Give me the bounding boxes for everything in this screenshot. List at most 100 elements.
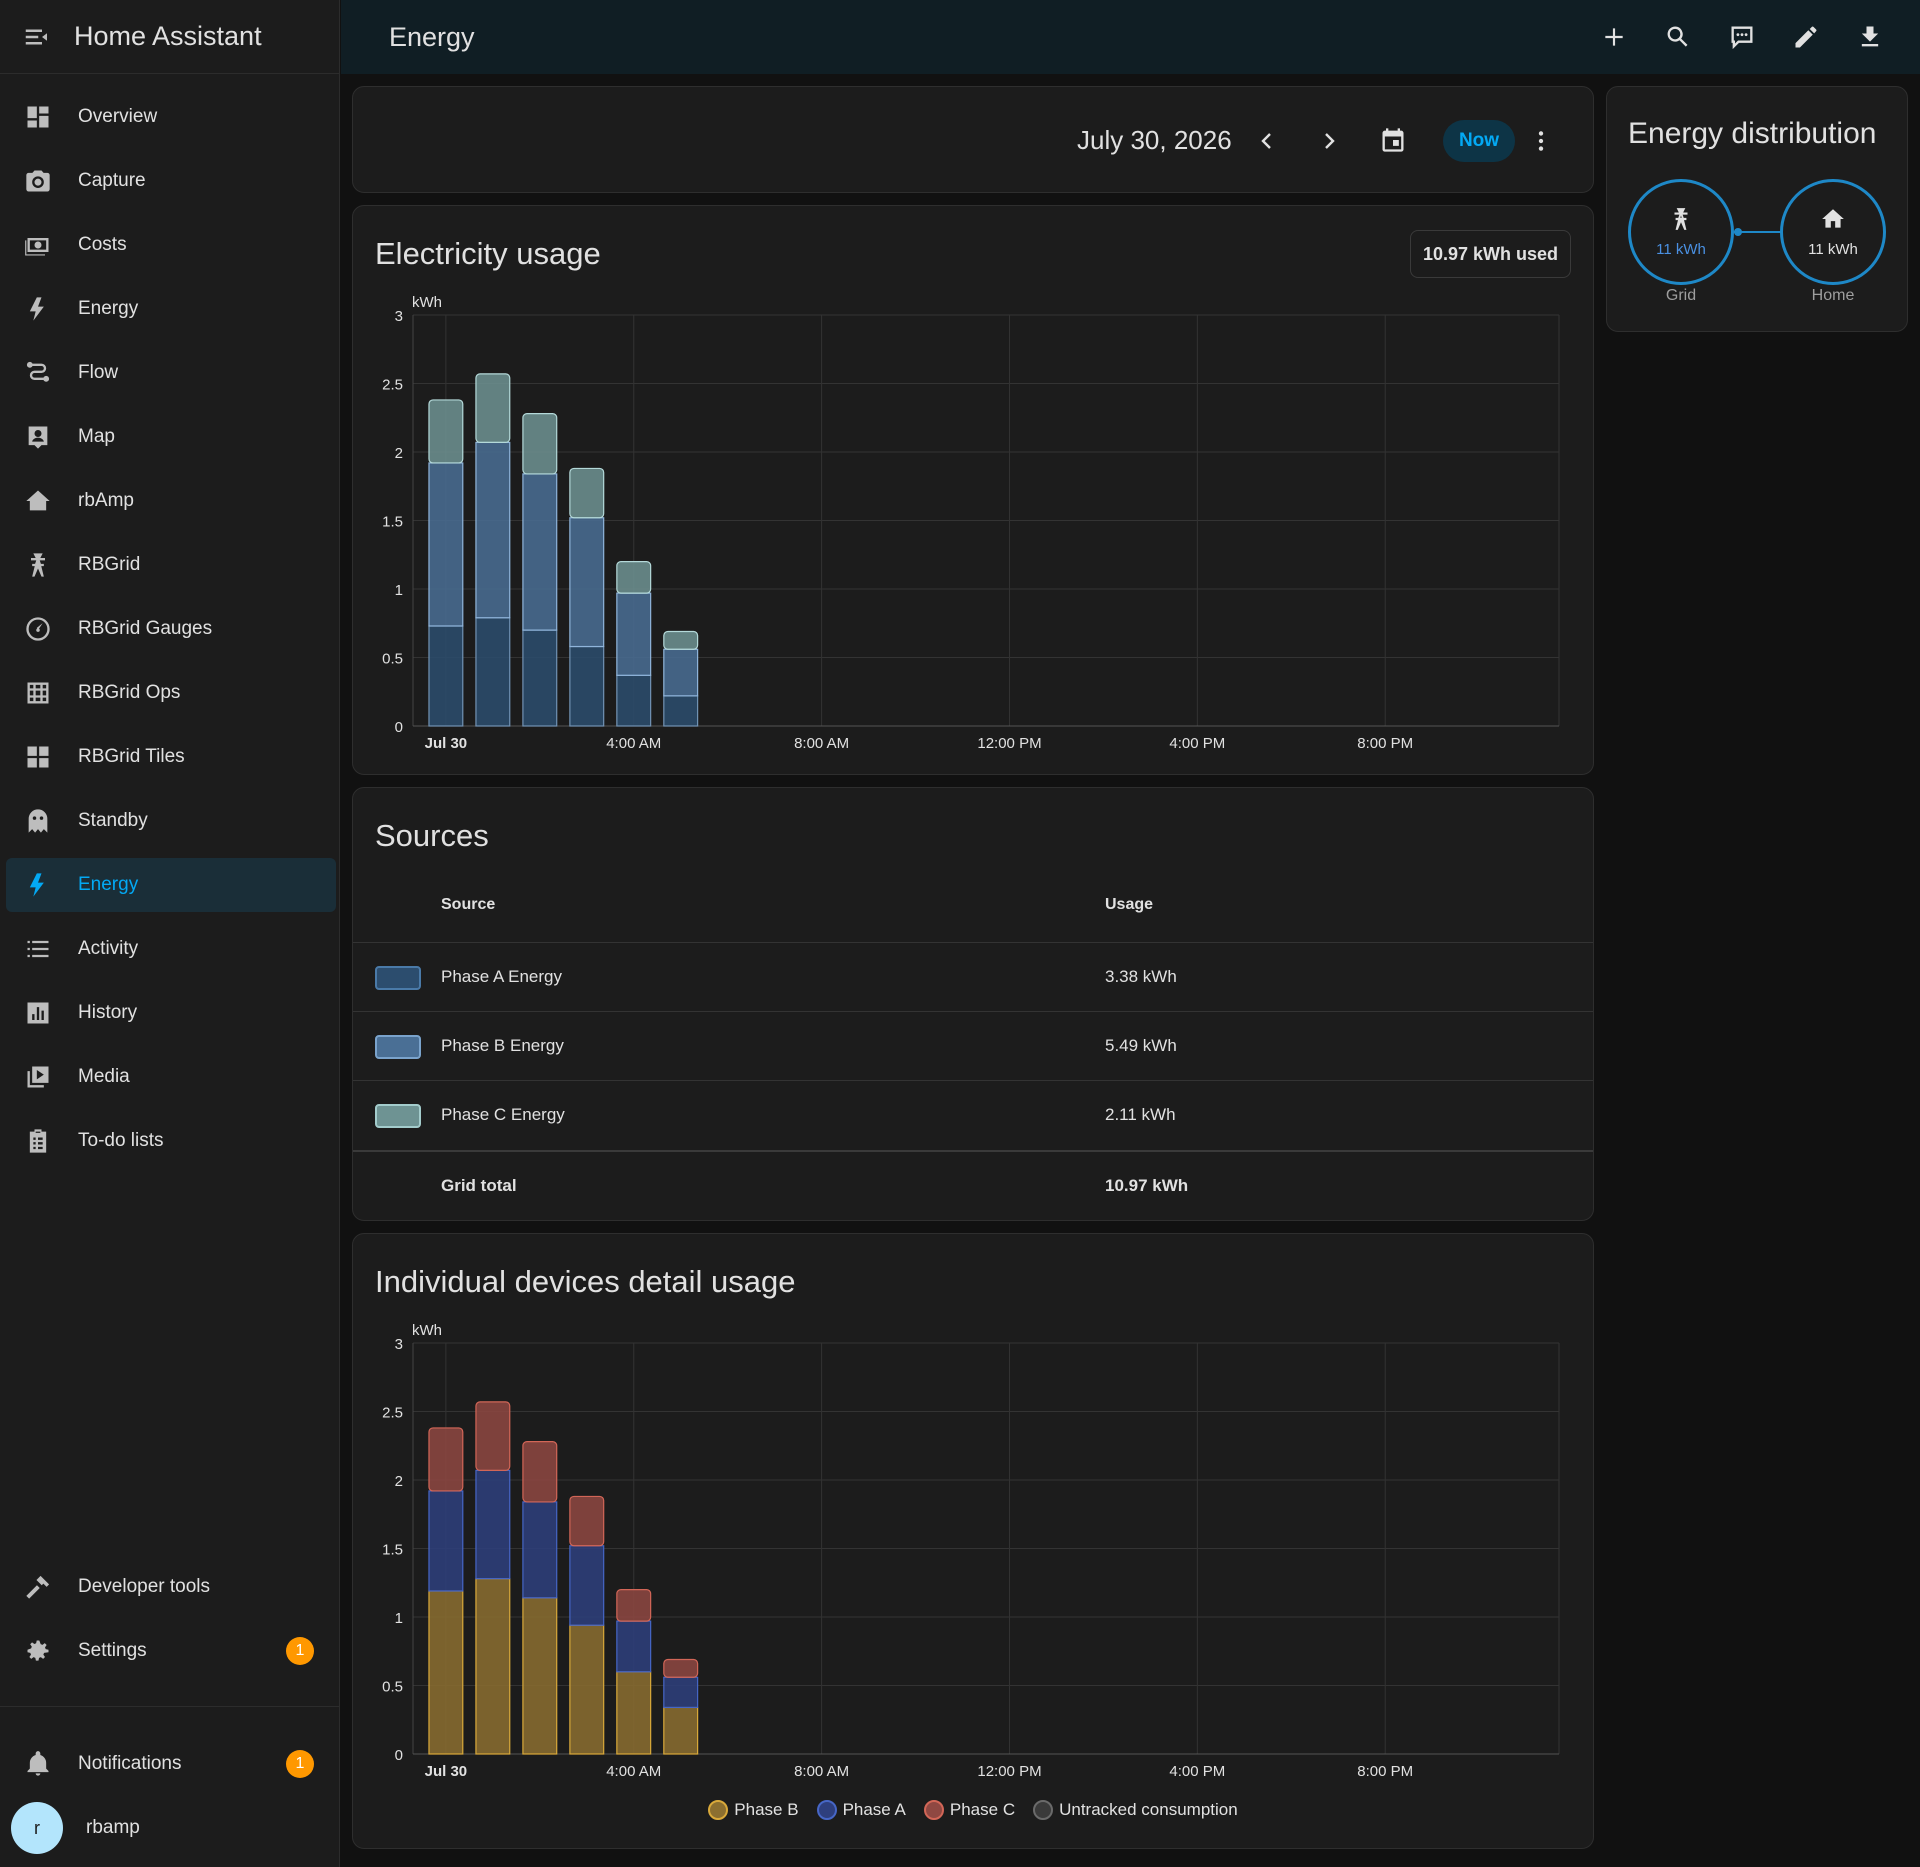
sidebar-item-rbgrid-tiles[interactable]: RBGrid Tiles (6, 730, 336, 784)
date-label[interactable]: July 30, 2026 (1077, 125, 1232, 155)
sidebar-item-media[interactable]: Media (6, 1050, 336, 1104)
devices-usage-card: Individual devices detail usage kWh 0 0.5 1… (352, 1233, 1594, 1849)
avatar: r (11, 1802, 63, 1854)
grid-icon (23, 678, 53, 708)
sidebar-item-costs[interactable]: Costs (6, 218, 336, 272)
assist-chat-icon[interactable] (1722, 17, 1762, 57)
sidebar-item-energy[interactable]: Energy (6, 858, 336, 912)
sidebar-header: Home Assistant (0, 0, 339, 74)
download-icon[interactable] (1850, 17, 1890, 57)
sidebar-item-history[interactable]: History (6, 986, 336, 1040)
bar-segment (428, 462, 464, 627)
menu-collapse-icon[interactable] (22, 22, 52, 52)
home-node[interactable]: 11 kWh (1780, 179, 1886, 285)
bar-segment (569, 645, 605, 727)
sidebar-item-overview[interactable]: Overview (6, 90, 336, 144)
bar-segment (663, 1676, 699, 1709)
sidebar-item-developer-tools[interactable]: Developer tools (6, 1560, 336, 1614)
y-tick-label: 0.5 (382, 1679, 403, 1696)
legend-item[interactable]: Untracked consumption (1033, 1800, 1238, 1820)
notifications-badge: 1 (286, 1750, 314, 1778)
bar-segment (475, 373, 511, 444)
now-button[interactable]: Now (1443, 120, 1515, 162)
energy-distribution-title: Energy distribution (1628, 117, 1877, 150)
bar-segment (475, 1401, 511, 1472)
sidebar-item-capture[interactable]: Capture (6, 154, 336, 208)
sidebar-item-rbgrid-gauges[interactable]: RBGrid Gauges (6, 602, 336, 656)
energy-distribution-card: Energy distribution 11 kWh Grid 11 kWh H… (1606, 86, 1908, 332)
transmission-tower-icon (23, 550, 53, 580)
transmission-tower-icon (1668, 206, 1694, 237)
clipboard-list-icon (23, 1126, 53, 1156)
sidebar-item-rbgrid-ops[interactable]: RBGrid Ops (6, 666, 336, 720)
bar-segment (663, 1658, 699, 1678)
y-tick-label: 0 (395, 719, 403, 736)
bar-segment (428, 1490, 464, 1592)
y-tick-label: 0.5 (382, 651, 403, 668)
y-tick-label: 3 (395, 1336, 403, 1353)
bar-segment (428, 625, 464, 727)
chart-box-icon (23, 998, 53, 1028)
home-lightning-icon (23, 486, 53, 516)
bar-segment (569, 1495, 605, 1547)
bar-segment (663, 695, 699, 727)
search-icon[interactable] (1658, 17, 1698, 57)
chevron-left-icon[interactable] (1249, 123, 1285, 159)
date-picker-card: July 30, 2026 Now (352, 86, 1594, 193)
sidebar-item-activity[interactable]: Activity (6, 922, 336, 976)
x-tick-label: 8:00 PM (1357, 735, 1413, 752)
x-tick-label: 4:00 PM (1169, 1763, 1225, 1780)
sidebar-item-notifications[interactable]: Notifications 1 (6, 1737, 336, 1791)
legend-item[interactable]: Phase A (816, 1800, 906, 1820)
series-swatch (375, 1104, 421, 1128)
y-axis-unit: kWh (412, 294, 442, 311)
electricity-usage-card: Electricity usage 10.97 kWh used kWh 0 0.5… (352, 205, 1594, 775)
devices-usage-chart: kWh 0 0.5 1 1.5 2 2.5 3 Jul 30 4:00 AM 8:00 AM 12:0… (382, 1322, 1560, 1780)
series-swatch (375, 1035, 421, 1059)
sidebar-item-standby[interactable]: Standby (6, 794, 336, 848)
play-box-icon (23, 1062, 53, 1092)
bar-segment (616, 561, 652, 594)
sidebar-item-flow[interactable]: Flow (6, 346, 336, 400)
gauge-icon (23, 614, 53, 644)
bar-segment (522, 629, 558, 727)
x-tick-label: 4:00 PM (1169, 735, 1225, 752)
bar-segment (663, 630, 699, 650)
y-tick-label: 1 (395, 1610, 403, 1627)
chevron-right-icon[interactable] (1311, 123, 1347, 159)
bar-segment (475, 441, 511, 619)
sidebar-item-energy[interactable]: Energy (6, 282, 336, 336)
table-row: Phase A Energy 3.38 kWh (353, 942, 1593, 1011)
pencil-icon[interactable] (1786, 17, 1826, 57)
electricity-usage-title: Electricity usage (375, 236, 601, 271)
calendar-icon[interactable] (1375, 122, 1411, 158)
topbar-actions (1594, 17, 1890, 57)
sidebar-item-rbgrid[interactable]: RBGrid (6, 538, 336, 592)
column-header-source: Source (441, 896, 496, 913)
bar-segment (428, 1590, 464, 1755)
bar-segment (475, 1578, 511, 1755)
bar-segment (569, 1624, 605, 1755)
legend-item[interactable]: Phase C (923, 1800, 1015, 1820)
bar-segment (569, 517, 605, 648)
sidebar-item-map[interactable]: Map (6, 410, 336, 464)
list-icon (23, 934, 53, 964)
legend-item[interactable]: Phase B (708, 1800, 799, 1820)
usage-badge: 10.97 kWh used (1409, 230, 1571, 278)
bar-segment (663, 648, 699, 697)
bar-segment (616, 1671, 652, 1755)
grid-node[interactable]: 11 kWh (1628, 179, 1734, 285)
x-tick-label: 4:00 AM (606, 1763, 661, 1780)
bar-segment (475, 1469, 511, 1580)
sidebar-item-settings[interactable]: Settings 1 (6, 1624, 336, 1678)
sidebar-item-rbamp[interactable]: rbAmp (6, 474, 336, 528)
sources-title: Sources (375, 818, 489, 853)
x-tick-label: 8:00 AM (794, 1763, 849, 1780)
chart-legend: Phase B Phase A Phase C Untracked consum… (353, 1800, 1593, 1820)
bar-segment (522, 1441, 558, 1503)
add-icon[interactable] (1594, 17, 1634, 57)
sidebar-item-to-do-lists[interactable]: To-do lists (6, 1114, 336, 1168)
sidebar-item-user[interactable]: r rbamp (0, 1801, 330, 1855)
more-vert-icon[interactable] (1523, 123, 1559, 159)
x-tick-label: Jul 30 (425, 1763, 468, 1780)
